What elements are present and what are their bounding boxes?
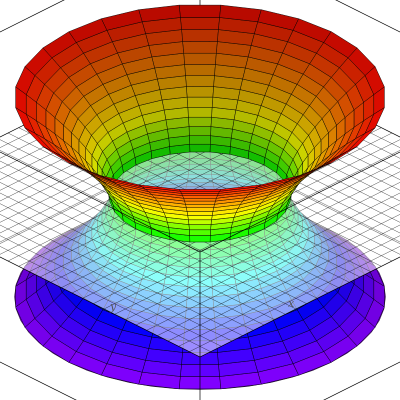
surface-patch xyxy=(182,30,219,42)
surface-patch xyxy=(186,76,215,87)
surface-patch xyxy=(186,208,213,212)
surface-patch xyxy=(190,144,211,152)
surface-patch xyxy=(183,42,218,54)
surface-patch xyxy=(188,220,211,225)
surface-patch xyxy=(180,191,219,193)
surface-patch xyxy=(188,107,212,117)
surface-patch xyxy=(180,18,219,30)
surface-patch xyxy=(185,65,216,76)
surface-patch xyxy=(187,211,213,215)
surface-patch xyxy=(188,215,212,219)
surface-patch xyxy=(184,53,217,64)
surface-patch xyxy=(188,117,211,126)
surface-patch xyxy=(179,5,221,17)
surface-patch xyxy=(189,225,211,230)
surface-patch xyxy=(184,198,217,201)
surface-patch xyxy=(183,196,218,199)
surface-patch xyxy=(189,127,211,136)
surface-patch xyxy=(185,201,216,204)
surface-patch xyxy=(187,97,213,107)
surface-patch xyxy=(189,230,210,236)
surface-patch xyxy=(179,189,221,191)
surface-patch xyxy=(186,87,213,98)
surface-patch xyxy=(186,204,215,207)
surface-patch xyxy=(190,236,211,243)
y-axis-label: y xyxy=(109,300,117,313)
surface-patch xyxy=(182,193,219,195)
surface-patch xyxy=(189,136,210,145)
x-axis-label: x xyxy=(288,297,295,310)
